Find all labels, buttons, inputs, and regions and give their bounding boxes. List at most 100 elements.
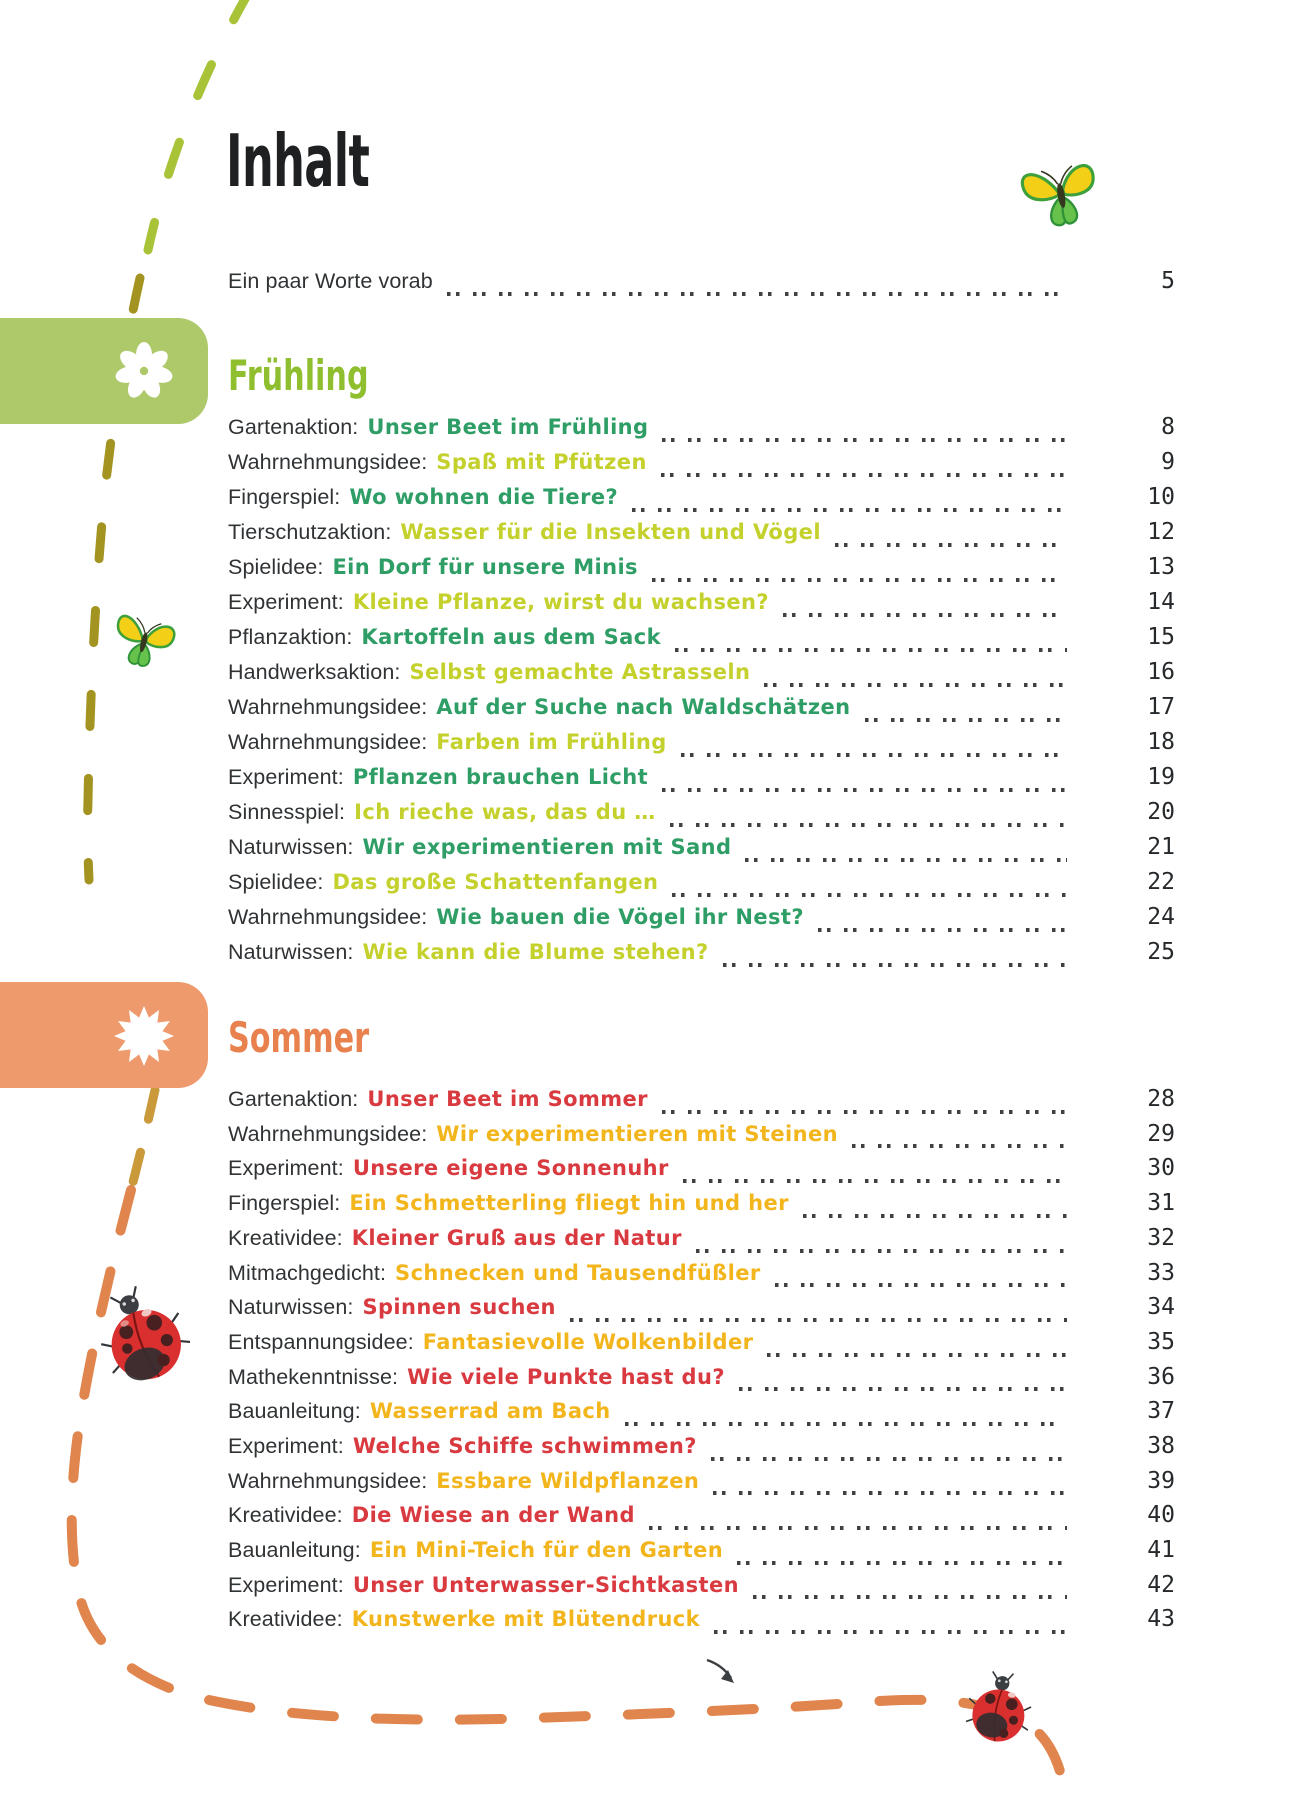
dotted-leader bbox=[680, 753, 1067, 758]
dotted-leader bbox=[745, 858, 1067, 863]
entry-page-number: 8 bbox=[1161, 414, 1175, 441]
dotted-leader bbox=[722, 963, 1067, 968]
entry-page-number: 36 bbox=[1147, 1363, 1175, 1390]
entry-category: Handwerksaktion: bbox=[228, 660, 401, 685]
entry-title: Ein Schmetterling fliegt hin und her bbox=[349, 1191, 789, 1216]
dotted-leader bbox=[669, 823, 1067, 828]
entry-title: Auf der Suche nach Waldschätzen bbox=[436, 695, 851, 720]
entry-category: Experiment: bbox=[228, 1433, 344, 1458]
dotted-leader bbox=[817, 928, 1067, 933]
section-title-sommer: Sommer bbox=[228, 1013, 370, 1062]
page-title: Inhalt bbox=[226, 119, 370, 203]
entry-page-number: 41 bbox=[1147, 1537, 1175, 1564]
entry-page-number: 29 bbox=[1147, 1120, 1175, 1147]
ladybug-icon-bottom-right bbox=[965, 1670, 1032, 1742]
trail-summer-segment bbox=[66, 1185, 1071, 1802]
entry-category: Spielidee: bbox=[228, 870, 324, 895]
dotted-leader bbox=[695, 1248, 1067, 1253]
entry-page-number: 35 bbox=[1147, 1328, 1175, 1355]
dotted-leader bbox=[682, 1179, 1067, 1184]
toc-entry: Naturwissen: Wir experimentieren mit Sand… bbox=[228, 834, 1175, 869]
dotted-leader bbox=[648, 1526, 1067, 1531]
entry-page-number: 10 bbox=[1147, 484, 1175, 511]
toc-entry: Fingerspiel: Wo wohnen die Tiere? 10 bbox=[228, 484, 1175, 519]
entry-title: Essbare Wildpflanzen bbox=[436, 1468, 700, 1493]
entry-category: Entspannungsidee: bbox=[228, 1329, 414, 1354]
entry-category: Kreatividee: bbox=[228, 1607, 343, 1632]
entry-category: Bauanleitung: bbox=[228, 1399, 361, 1424]
toc-entry: Spielidee: Ein Dorf für unsere Minis 13 bbox=[228, 554, 1175, 589]
dotted-leader bbox=[851, 1144, 1067, 1149]
toc-entry: Wahrnehmungsidee: Auf der Suche nach Wald… bbox=[228, 694, 1175, 729]
entry-page-number: 33 bbox=[1147, 1259, 1175, 1286]
entry-category: Pflanzaktion: bbox=[228, 625, 353, 650]
entry-page-number: 25 bbox=[1147, 939, 1175, 966]
toc-entry: Kreatividee: Kunstwerke mit Blütendruck 43 bbox=[228, 1606, 1175, 1641]
entry-title: Wir experimentieren mit Steinen bbox=[436, 1121, 838, 1146]
dotted-leader bbox=[713, 1491, 1067, 1496]
entry-title: Spinnen suchen bbox=[362, 1295, 556, 1320]
section-list-fruehling: Gartenaktion: Unser Beet im Frühling 8 Wahr… bbox=[228, 414, 1175, 974]
entry-page-number: 31 bbox=[1147, 1190, 1175, 1217]
toc-entry: Wahrnehmungsidee: Wie bauen die Vögel ihr… bbox=[228, 904, 1175, 939]
entry-category: Bauanleitung: bbox=[228, 1538, 361, 1563]
entry-page-number: 42 bbox=[1147, 1571, 1175, 1598]
toc-entry: Experiment: Welche Schiffe schwimmen? 38 bbox=[228, 1433, 1175, 1468]
section-list-sommer: Gartenaktion: Unser Beet im Sommer 28 Wahrn… bbox=[228, 1086, 1175, 1641]
dotted-leader bbox=[710, 1456, 1067, 1461]
entry-page-number: 28 bbox=[1147, 1086, 1175, 1113]
toc-entry: Bauanleitung: Ein Mini-Teich für den Gart… bbox=[228, 1537, 1175, 1572]
dotted-leader bbox=[782, 613, 1067, 618]
preface-label: Ein paar Worte vorab bbox=[228, 269, 433, 293]
entry-page-number: 19 bbox=[1147, 764, 1175, 791]
entry-category: Wahrnehmungsidee: bbox=[228, 1468, 428, 1493]
ladybug-icon-left bbox=[100, 1286, 191, 1381]
entry-category: Experiment: bbox=[228, 1156, 344, 1181]
dotted-leader bbox=[752, 1595, 1067, 1600]
toc-entry: Kreatividee: Die Wiese an der Wand 40 bbox=[228, 1502, 1175, 1537]
section-sommer: Sommer Gartenaktion: Unser Beet im Sommer… bbox=[228, 1013, 1175, 1641]
entry-category: Fingerspiel: bbox=[228, 485, 341, 510]
toc-entry: Experiment: Pflanzen brauchen Licht 19 bbox=[228, 764, 1175, 799]
dotted-leader bbox=[446, 292, 1067, 296]
dotted-leader bbox=[569, 1317, 1067, 1322]
toc-entry: Sinnesspiel: Ich rieche was, das du … 20 bbox=[228, 799, 1175, 834]
entry-page-number: 20 bbox=[1147, 799, 1175, 826]
toc-entry: Mitmachgedicht: Schnecken und Tausendfüßl… bbox=[228, 1260, 1175, 1295]
entry-category: Experiment: bbox=[228, 765, 344, 790]
entry-category: Mitmachgedicht: bbox=[228, 1260, 387, 1285]
toc-entry: Pflanzaktion: Kartoffeln aus dem Sack 15 bbox=[228, 624, 1175, 659]
dotted-leader bbox=[864, 718, 1067, 723]
entry-category: Naturwissen: bbox=[228, 1295, 354, 1320]
entry-page-number: 32 bbox=[1147, 1224, 1175, 1251]
entry-page-number: 14 bbox=[1147, 589, 1175, 616]
flower-icon bbox=[115, 342, 173, 398]
entry-page-number: 15 bbox=[1147, 624, 1175, 651]
entry-category: Naturwissen: bbox=[228, 940, 354, 965]
toc-entry: Gartenaktion: Unser Beet im Frühling 8 bbox=[228, 414, 1175, 449]
entry-title: Unsere eigene Sonnenuhr bbox=[352, 1156, 669, 1181]
entry-page-number: 24 bbox=[1147, 904, 1175, 931]
entry-title: Wo wohnen die Tiere? bbox=[349, 485, 619, 510]
entry-category: Experiment: bbox=[228, 590, 344, 615]
entry-category: Tierschutzaktion: bbox=[228, 520, 392, 545]
entry-title: Unser Beet im Sommer bbox=[367, 1087, 648, 1112]
dotted-leader bbox=[774, 1283, 1067, 1288]
butterfly-icon-left bbox=[116, 614, 176, 667]
toc-entry: Wahrnehmungsidee: Farben im Frühling 18 bbox=[228, 729, 1175, 764]
entry-page-number: 38 bbox=[1147, 1432, 1175, 1459]
dotted-leader bbox=[767, 1352, 1067, 1357]
entry-page-number: 39 bbox=[1147, 1467, 1175, 1494]
entry-title: Wie kann die Blume stehen? bbox=[362, 940, 709, 965]
entry-title: Kleine Pflanze, wirst du wachsen? bbox=[352, 590, 769, 615]
small-arrow-icon bbox=[706, 1658, 734, 1683]
dotted-leader bbox=[632, 508, 1067, 513]
entry-title: Ich rieche was, das du … bbox=[354, 800, 656, 825]
dotted-leader bbox=[737, 1560, 1067, 1565]
dotted-leader bbox=[674, 648, 1067, 653]
entry-title: Wir experimentieren mit Sand bbox=[362, 835, 732, 860]
entry-page-number: 43 bbox=[1147, 1606, 1175, 1633]
toc-entry: Kreatividee: Kleiner Gruß aus der Natur 32 bbox=[228, 1225, 1175, 1260]
entry-page-number: 17 bbox=[1147, 694, 1175, 721]
